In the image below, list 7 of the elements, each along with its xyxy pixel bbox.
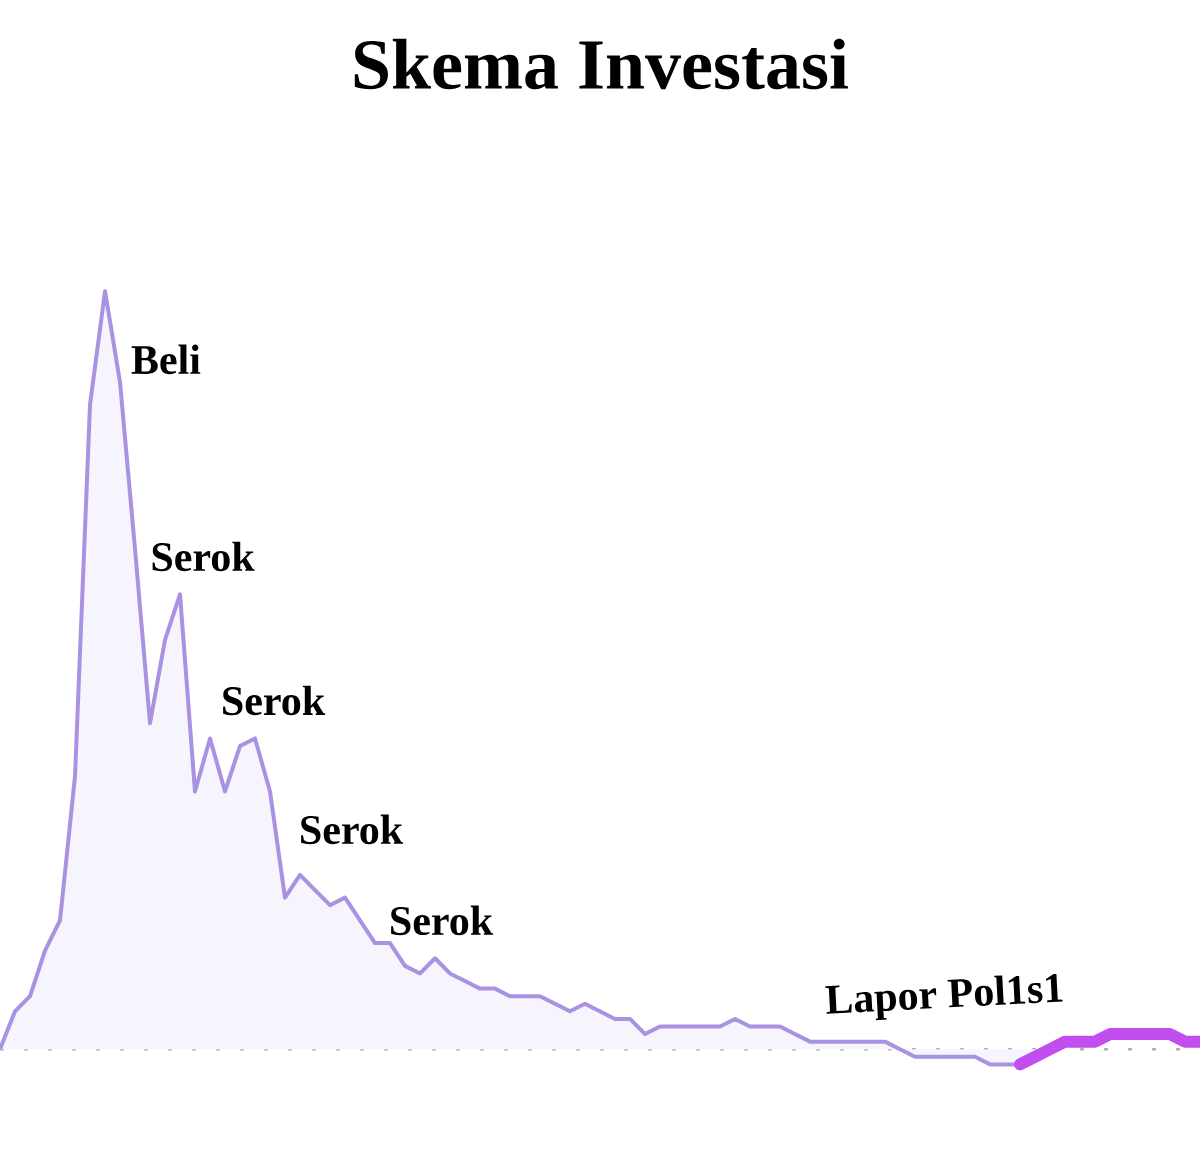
annotation: Lapor Pol1s1 [825,973,1063,1021]
chart-title: Skema Investasi [354,38,848,90]
annotation: Beli [131,344,201,375]
annotation: Serok [152,541,255,572]
annotation: Serok [223,685,326,716]
annotation: Serok [301,814,404,845]
annotation: Serok [391,905,494,936]
